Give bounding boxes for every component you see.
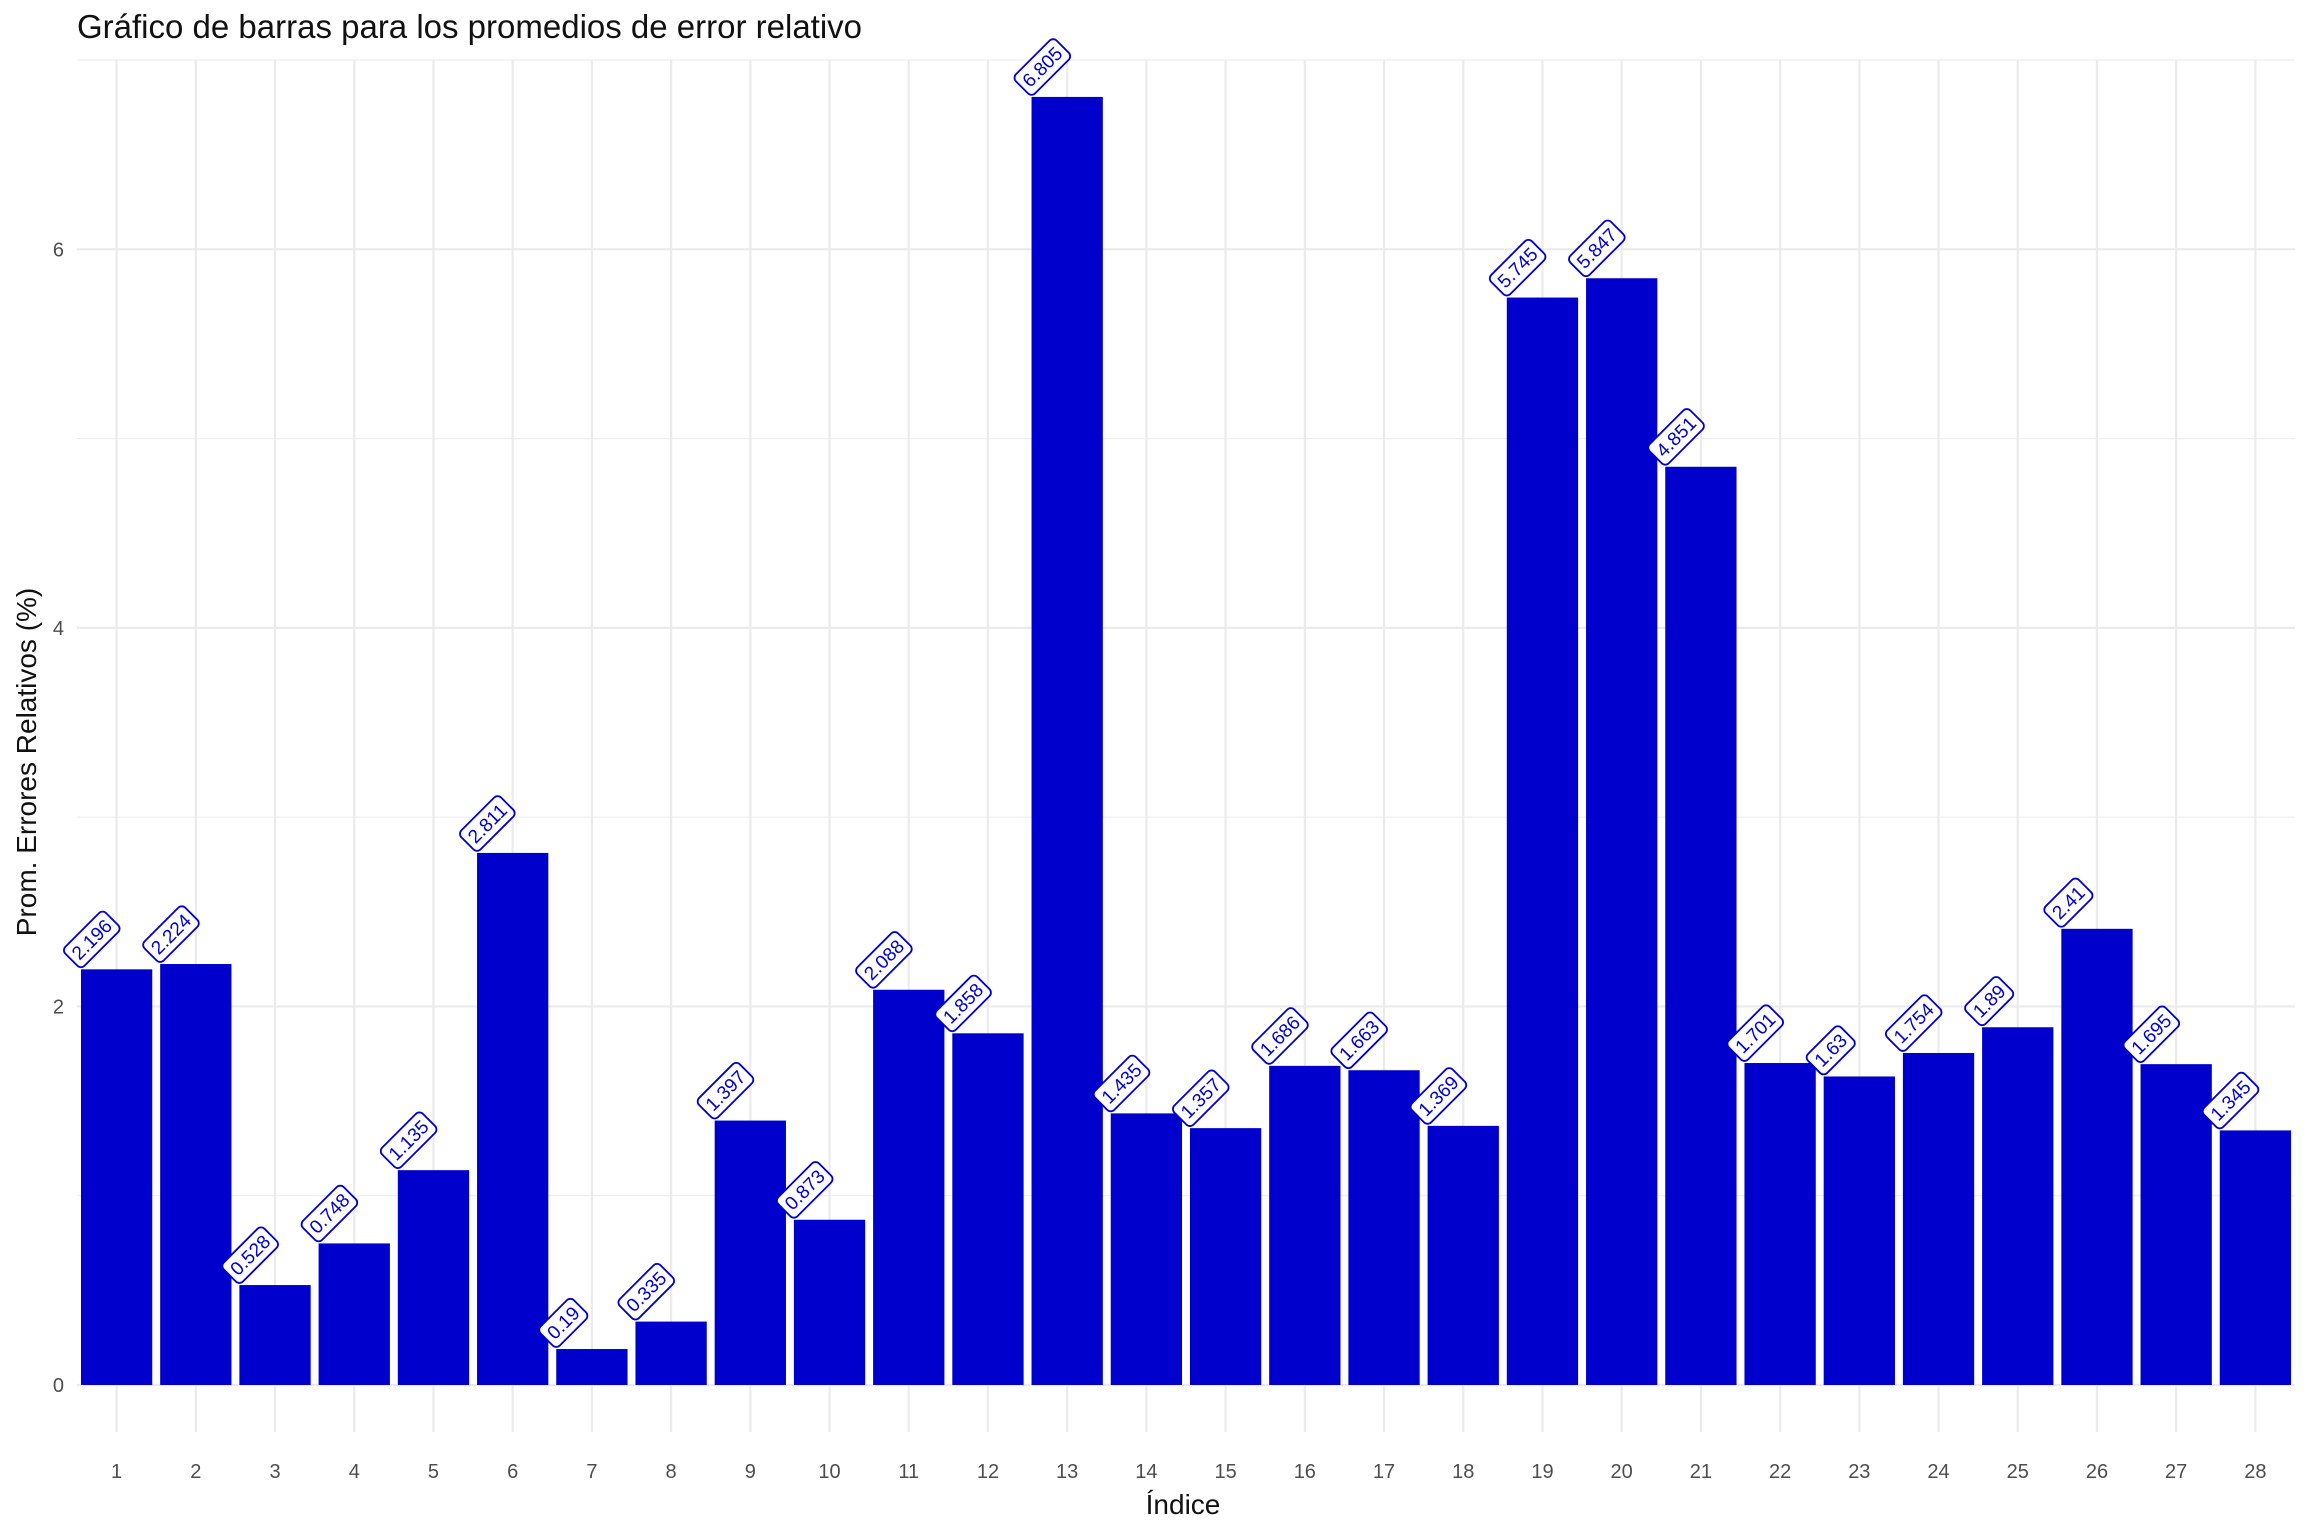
- bar-26: [2061, 928, 2133, 1385]
- bar-21: [1665, 466, 1737, 1385]
- data-label-22: 1.701: [1726, 1004, 1784, 1062]
- bars: [80, 96, 2292, 1385]
- bar-7: [556, 1349, 628, 1385]
- data-label-1: 2.196: [63, 910, 121, 969]
- data-labels: 2.196 2.2240.5280.7481.1352.8110.190.3351…: [63, 38, 2260, 1348]
- data-label-19: 5.745: [1488, 238, 1547, 297]
- bar-23: [1823, 1076, 1895, 1385]
- x-tick-label: 22: [1769, 1461, 1791, 1483]
- x-tick-label: 12: [977, 1461, 999, 1483]
- data-label-16: 1.686: [1251, 1007, 1309, 1065]
- bar-24: [1902, 1052, 1975, 1385]
- x-tick-label: 15: [1214, 1461, 1236, 1483]
- x-tick-label: 20: [1611, 1461, 1633, 1483]
- bar-9: [714, 1120, 786, 1385]
- x-axis-title: Índice: [1146, 1489, 1221, 1520]
- bar-3: [239, 1285, 311, 1385]
- y-tick-label: 6: [53, 239, 64, 261]
- data-label-8: 0.335: [617, 1262, 675, 1321]
- x-tick-label: 7: [586, 1461, 597, 1483]
- bar-18: [1427, 1125, 1499, 1385]
- x-tick-label: 1: [111, 1461, 122, 1483]
- bar-20: [1586, 278, 1658, 1385]
- bar-19: [1506, 297, 1579, 1385]
- x-tick-label: 26: [2086, 1461, 2108, 1483]
- x-tick-label: 17: [1373, 1461, 1395, 1483]
- bar-2: [160, 964, 232, 1385]
- x-tick-label: 21: [1690, 1461, 1712, 1483]
- bar-1: [80, 969, 153, 1385]
- x-tick-label: 9: [745, 1461, 756, 1483]
- data-label-4: 0.748: [300, 1184, 359, 1243]
- data-label-13: 6.805: [1013, 38, 1072, 96]
- x-tick-label: 25: [2007, 1461, 2029, 1483]
- data-label-2: 2.224: [142, 905, 200, 963]
- x-tick-label: 23: [1848, 1461, 1870, 1483]
- x-tick-label: 16: [1294, 1461, 1316, 1483]
- data-label-25: 1.89: [1964, 976, 2015, 1027]
- bar-14: [1110, 1113, 1183, 1385]
- x-tick-label: 3: [269, 1461, 280, 1483]
- x-tick-label: 18: [1452, 1461, 1474, 1483]
- data-label-15: 1.357: [1172, 1069, 1230, 1127]
- x-tick-label: 11: [898, 1461, 919, 1483]
- bar-12: [952, 1033, 1024, 1385]
- x-tick-label: 13: [1056, 1461, 1078, 1483]
- bar-27: [2140, 1064, 2212, 1385]
- x-tick-label: 2: [190, 1461, 201, 1483]
- x-tick-label: 19: [1531, 1461, 1553, 1483]
- bar-22: [1744, 1063, 1816, 1385]
- x-tick-label: 5: [428, 1461, 439, 1483]
- data-label-6: 2.811: [459, 795, 516, 852]
- y-axis-title: Prom. Errores Relativos (%): [11, 588, 42, 937]
- y-tick-label: 2: [53, 996, 64, 1018]
- x-tick-label: 14: [1135, 1461, 1157, 1483]
- bar-16: [1269, 1065, 1341, 1385]
- data-label-20: 5.847: [1568, 219, 1626, 278]
- data-label-9: 1.397: [696, 1061, 755, 1120]
- data-label-17: 1.663: [1330, 1011, 1388, 1070]
- y-tick-label: 4: [53, 618, 64, 640]
- x-tick-label: 28: [2244, 1461, 2266, 1483]
- bar-25: [1982, 1027, 2054, 1385]
- bar-5: [397, 1170, 470, 1385]
- bar-13: [1031, 96, 1103, 1385]
- x-axis-ticks: 1 2 3 4 5 6 7 8 9 10 11 12 13 14 15 16 17 18 19 20 21 22 23 24 2…: [111, 1461, 2266, 1483]
- data-label-11: 2.088: [855, 931, 913, 989]
- bar-6: [477, 852, 549, 1385]
- data-label-7: 0.19: [538, 1297, 589, 1348]
- data-label-24: 1.754: [1884, 994, 1943, 1052]
- data-label-5: 1.135: [379, 1111, 438, 1169]
- x-tick-label: 8: [666, 1461, 677, 1483]
- bar-4: [318, 1243, 390, 1385]
- bar-8: [635, 1321, 707, 1385]
- bar-28: [2219, 1130, 2292, 1385]
- x-tick-label: 27: [2165, 1461, 2187, 1483]
- y-tick-label: 0: [53, 1375, 64, 1397]
- x-tick-label: 4: [349, 1461, 360, 1483]
- y-axis-ticks: 0 2 4 6: [53, 239, 64, 1397]
- x-tick-label: 24: [1927, 1461, 1949, 1483]
- bar-11: [873, 989, 945, 1385]
- bar-10: [793, 1219, 866, 1385]
- x-tick-label: 10: [818, 1461, 840, 1483]
- data-label-26: 2.41: [2043, 877, 2094, 928]
- bar-17: [1348, 1070, 1420, 1385]
- x-tick-label: 6: [507, 1461, 518, 1483]
- chart-title: Gráfico de barras para los promedios de …: [77, 8, 863, 45]
- bar-15: [1189, 1128, 1262, 1385]
